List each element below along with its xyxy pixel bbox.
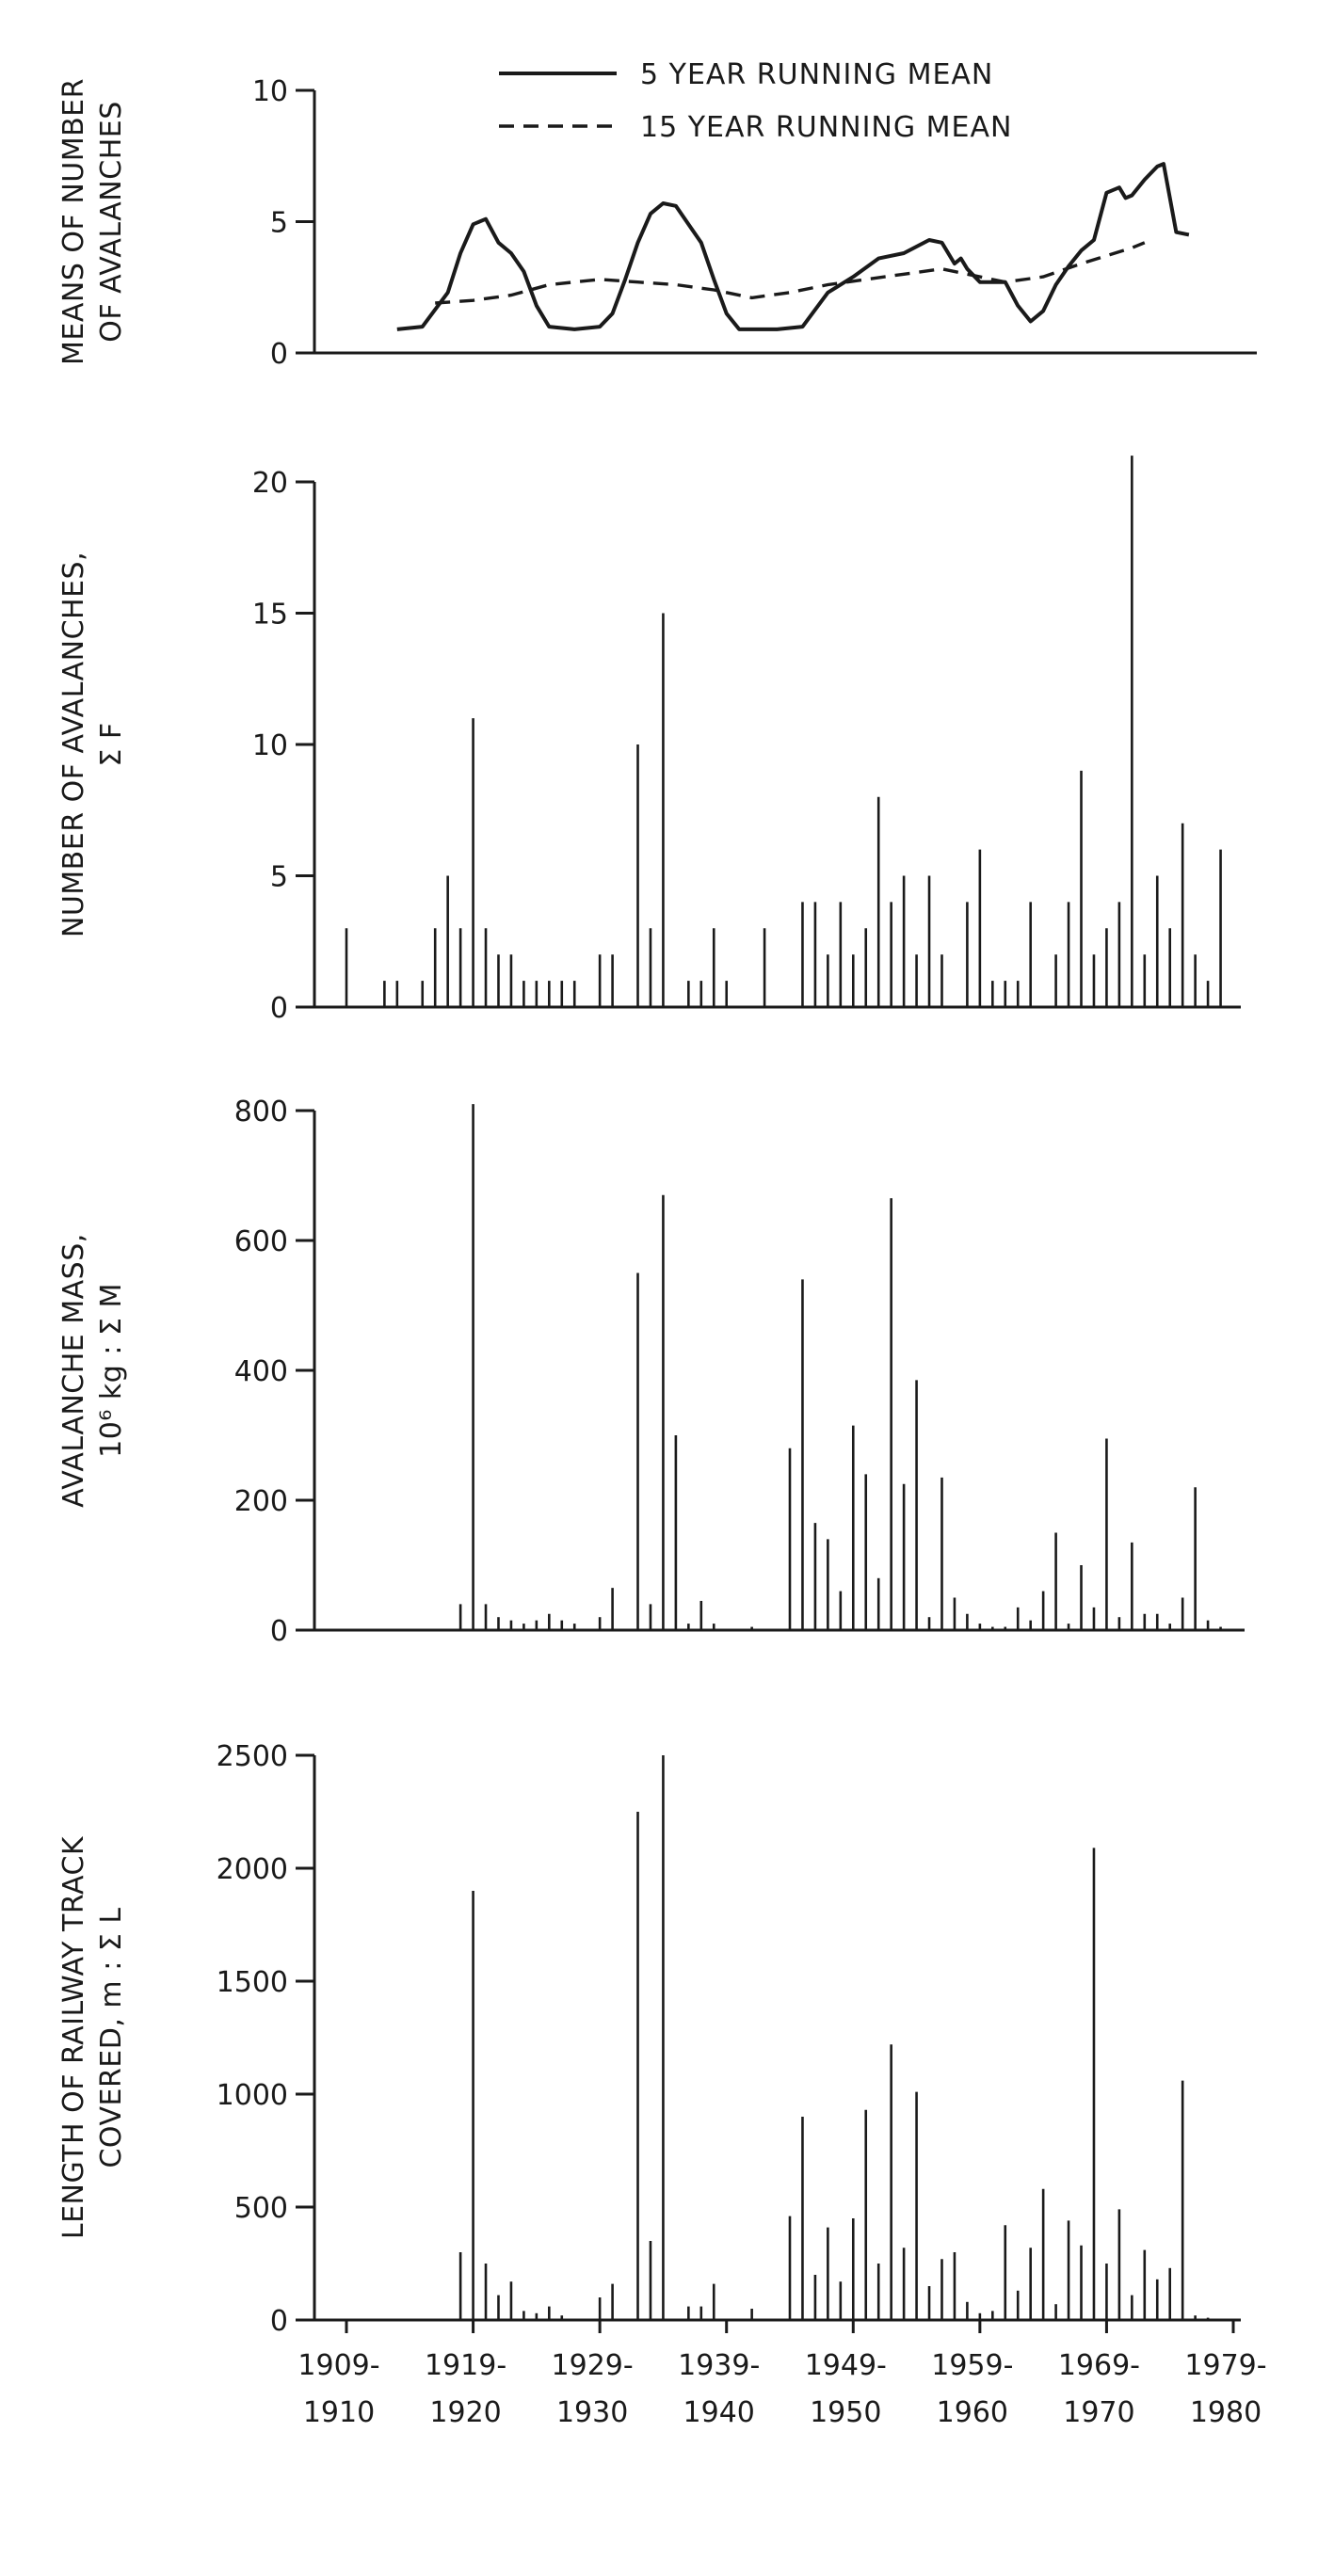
series-line-15-year <box>435 241 1146 305</box>
y-tick-label: 600 <box>234 1225 288 1258</box>
y-axis-title-line: Σ F <box>95 722 128 766</box>
y-tick-label: 0 <box>270 1615 288 1648</box>
x-tick-label: 1930 <box>556 2396 628 2429</box>
y-tick-label: 800 <box>234 1096 288 1128</box>
y-tick-label: 1500 <box>217 1966 288 1999</box>
y-tick-label: 2000 <box>217 1853 288 1886</box>
y-tick-label: 0 <box>270 992 288 1025</box>
y-tick-label: 10 <box>252 729 288 762</box>
x-tick-label: 1910 <box>303 2396 375 2429</box>
series-line-5-year <box>396 162 1190 331</box>
x-tick-label: 1949- <box>805 2349 887 2382</box>
x-axis-tick-labels: 1909- 1910 1919- 1920 1929- 1930 1939- 1940 1949… <box>297 2320 1267 2429</box>
x-tick-label: 1959- <box>931 2349 1013 2382</box>
avalanche-mass-panel: 0 200 400 600 800 AVALANCHE MASS, 10⁶ kg : Σ M <box>57 1096 1245 1648</box>
x-tick-label: 1940 <box>683 2396 755 2429</box>
y-axis-title-line: MEANS OF NUMBER <box>57 78 90 365</box>
y-tick-label: 500 <box>234 2192 288 2225</box>
y-tick-label: 5 <box>270 861 288 894</box>
running-mean-panel: 0 5 10 MEANS OF NUMBER OF AVALANCHES 5 YEAR R… <box>57 58 1257 371</box>
x-tick-label: 1979- <box>1184 2349 1266 2382</box>
y-tick-label: 1000 <box>217 2079 288 2112</box>
y-tick-label: 15 <box>252 599 288 632</box>
x-tick-label: 1970 <box>1063 2396 1134 2429</box>
y-axis-title-line: OF AVALANCHES <box>95 101 128 343</box>
x-tick-label: 1980 <box>1190 2396 1262 2429</box>
legend-label: 5 YEAR RUNNING MEAN <box>640 58 993 91</box>
x-tick-label: 1919- <box>425 2349 506 2382</box>
y-tick-label: 200 <box>234 1485 288 1518</box>
y-axis-title-line: NUMBER OF AVALANCHES, <box>57 552 90 937</box>
x-tick-label: 1960 <box>937 2396 1008 2429</box>
x-tick-label: 1969- <box>1058 2349 1140 2382</box>
y-axis-title-line: COVERED, m : Σ L <box>95 1907 128 2168</box>
y-tick-label: 20 <box>252 467 288 500</box>
x-tick-label: 1939- <box>678 2349 760 2382</box>
y-tick-label: 10 <box>252 75 288 108</box>
x-tick-label: 1950 <box>810 2396 881 2429</box>
x-tick-label: 1920 <box>429 2396 501 2429</box>
y-axis-title-line: 10⁶ kg : Σ M <box>95 1283 128 1458</box>
y-tick-label: 2500 <box>217 1740 288 1773</box>
y-tick-label: 400 <box>234 1355 288 1388</box>
x-tick-label: 1929- <box>552 2349 634 2382</box>
number-of-avalanches-panel: 0 5 10 15 20 NUMBER OF AVALANCHES, Σ F <box>57 456 1241 1025</box>
y-axis-title-line: AVALANCHE MASS, <box>57 1233 90 1508</box>
y-axis-title-line: LENGTH OF RAILWAY TRACK <box>57 1835 90 2239</box>
x-tick-label: 1909- <box>297 2349 379 2382</box>
legend-label: 15 YEAR RUNNING MEAN <box>640 111 1012 144</box>
y-tick-label: 0 <box>270 338 288 371</box>
railway-track-length-panel: 0 500 1000 1500 2000 2500 LENGTH OF RAILWAY TR… <box>57 1740 1241 2338</box>
y-tick-label: 5 <box>270 207 288 240</box>
y-tick-label: 0 <box>270 2305 288 2338</box>
